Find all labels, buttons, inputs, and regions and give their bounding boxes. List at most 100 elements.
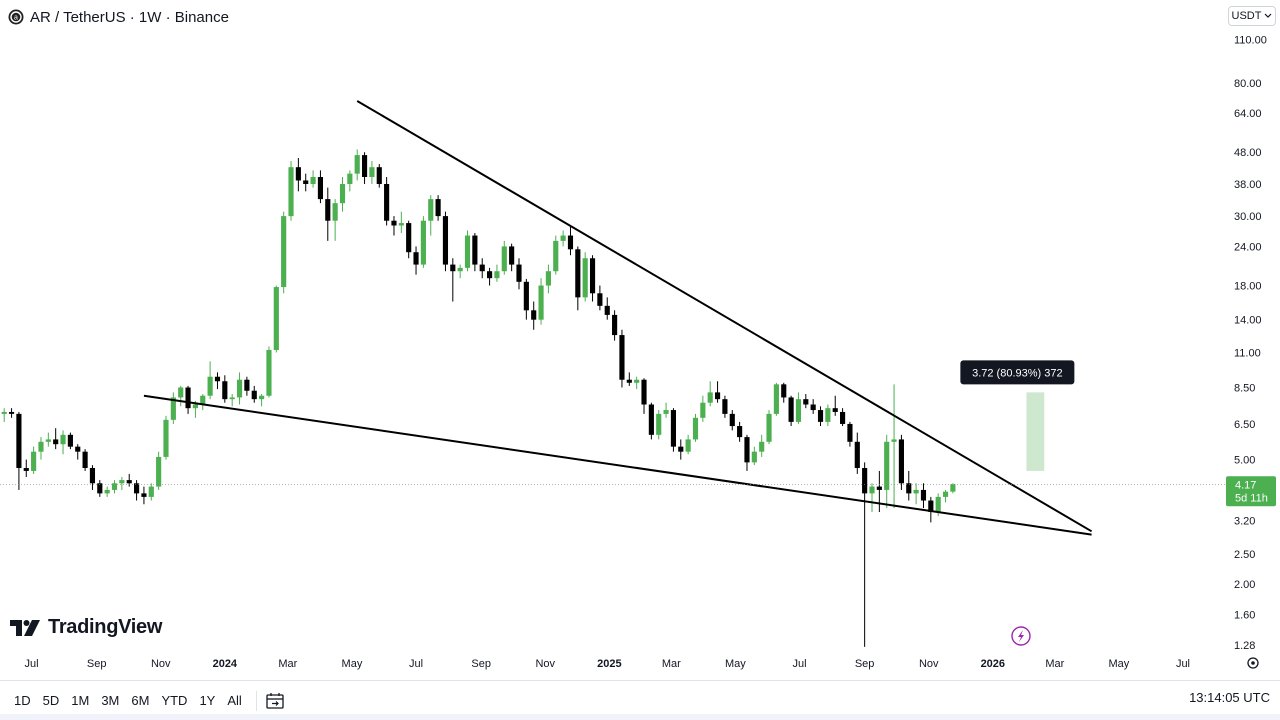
candle-body	[862, 468, 868, 494]
candle	[729, 410, 735, 431]
candle	[317, 170, 324, 204]
candle-body	[214, 376, 221, 382]
range-button-all[interactable]: All	[227, 693, 242, 708]
candle-body	[295, 167, 301, 181]
candle	[722, 395, 728, 418]
candle-body	[89, 468, 96, 484]
candle-body	[111, 483, 118, 490]
candle-body	[942, 491, 949, 497]
utc-clock[interactable]: 13:14:05 UTC	[1189, 690, 1270, 705]
candle-body	[104, 489, 110, 494]
candle	[707, 381, 713, 407]
candle	[869, 483, 875, 513]
candle-body	[612, 314, 618, 336]
measure-tool: 3.72 (80.93%) 372	[960, 360, 1075, 471]
range-button-1m[interactable]: 1M	[71, 693, 90, 708]
candle-body	[303, 180, 309, 184]
candle	[766, 410, 772, 445]
candle	[281, 211, 287, 294]
candle-body	[494, 271, 500, 279]
candle-body	[361, 155, 368, 178]
candle-body	[16, 413, 22, 469]
price-chart[interactable]: 3.72 (80.93%) 372 110.00 80.00 64.00 48.00 3…	[0, 0, 1280, 680]
range-button-ytd[interactable]: YTD	[161, 693, 188, 708]
candle	[457, 264, 463, 279]
arweave-coin-icon: a	[8, 9, 24, 25]
range-button-3m[interactable]: 3M	[101, 693, 120, 708]
candle	[604, 297, 610, 320]
candle	[685, 434, 691, 455]
candle	[884, 434, 890, 509]
range-button-1d[interactable]: 1D	[14, 693, 31, 708]
candle	[920, 483, 927, 509]
trendline-upper[interactable]	[356, 100, 1093, 533]
candle-body	[200, 395, 206, 405]
chart-settings-gear-icon[interactable]	[1247, 657, 1259, 669]
candle	[891, 384, 897, 509]
candle-body	[384, 183, 390, 221]
candle-body	[766, 413, 772, 442]
candle	[751, 446, 757, 466]
candle	[398, 211, 404, 233]
last-price-badge	[1226, 476, 1276, 507]
candle	[156, 451, 162, 490]
toolbar-divider	[255, 690, 257, 711]
candle-body	[729, 413, 735, 427]
candle	[670, 408, 677, 452]
symbol-title[interactable]: AR / TetherUS · 1W · Binance	[30, 8, 229, 26]
candle-body	[501, 246, 507, 272]
candle-body	[1, 411, 7, 414]
candle	[531, 301, 537, 330]
time-tick-label: Nov	[535, 658, 555, 670]
candle-body	[634, 379, 640, 383]
svg-text:a: a	[14, 15, 18, 22]
candle-body	[913, 489, 919, 494]
candle-body	[935, 496, 941, 513]
time-tick-label: Nov	[151, 658, 171, 670]
candle-body	[751, 451, 757, 463]
candle-body	[435, 199, 441, 217]
candle	[560, 230, 566, 247]
tradingview-logo[interactable]: TradingView	[10, 616, 162, 639]
replay-lightning-icon[interactable]	[1011, 626, 1031, 646]
time-tick-label: Jul	[1176, 658, 1190, 670]
currency-selector-button[interactable]: USDT	[1228, 6, 1276, 26]
go-to-date-calendar-icon[interactable]	[265, 691, 285, 711]
candle-body	[641, 379, 647, 405]
price-tick-label: 48.00	[1234, 147, 1262, 159]
candle-body	[626, 379, 632, 383]
candle	[700, 395, 706, 422]
time-tick-label: May	[1108, 658, 1129, 670]
candle-body	[884, 441, 890, 490]
candle	[641, 378, 647, 414]
candle-body	[898, 439, 904, 484]
candle-body	[222, 381, 228, 400]
range-button-1y[interactable]: 1Y	[199, 693, 216, 708]
price-tick-label: 2.00	[1234, 579, 1255, 591]
price-tick-label: 11.00	[1234, 347, 1261, 359]
last-price-value: 4.17	[1235, 479, 1256, 491]
candle-body	[332, 203, 338, 221]
candle	[420, 216, 426, 268]
time-tick-label: Jul	[24, 658, 38, 670]
range-selector: 1D 5D 1M 3M 6M YTD 1Y All	[8, 693, 248, 708]
range-button-6m[interactable]: 6M	[131, 693, 150, 708]
candle-body	[656, 413, 662, 435]
candle-body	[553, 240, 559, 272]
candle	[178, 385, 184, 407]
candle-body	[589, 258, 596, 294]
candle-body	[509, 246, 515, 265]
candle	[450, 258, 456, 302]
candle	[75, 444, 81, 460]
candle	[111, 480, 118, 494]
measure-range-box[interactable]	[1026, 392, 1045, 471]
candle	[60, 430, 66, 455]
range-button-5d[interactable]: 5D	[42, 693, 60, 708]
candle-body	[354, 155, 360, 174]
candle	[840, 408, 846, 427]
price-tick-label: 1.60	[1234, 609, 1255, 621]
candle-body	[207, 376, 213, 396]
candle-body	[906, 483, 912, 494]
price-tick-label: 5.00	[1234, 455, 1255, 467]
trendline-lower[interactable]	[143, 394, 1092, 536]
